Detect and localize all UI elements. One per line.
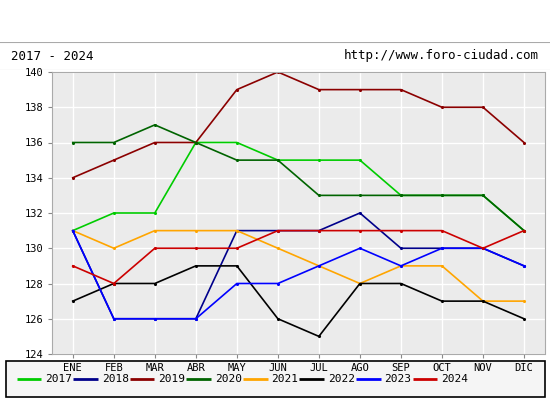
Text: http://www.foro-ciudad.com: http://www.foro-ciudad.com [344, 50, 539, 62]
Text: 2021: 2021 [271, 374, 299, 384]
Text: 2022: 2022 [328, 374, 355, 384]
Text: 2018: 2018 [102, 374, 129, 384]
Text: 2019: 2019 [158, 374, 185, 384]
Bar [6, 361, 544, 397]
Text: 2024: 2024 [441, 374, 468, 384]
Text: 2023: 2023 [384, 374, 411, 384]
Text: 2020: 2020 [215, 374, 242, 384]
Text: 2017 - 2024: 2017 - 2024 [11, 50, 94, 62]
Text: 2017: 2017 [45, 374, 72, 384]
Text: Evolucion num de emigrantes en Andorra: Evolucion num de emigrantes en Andorra [92, 13, 458, 29]
